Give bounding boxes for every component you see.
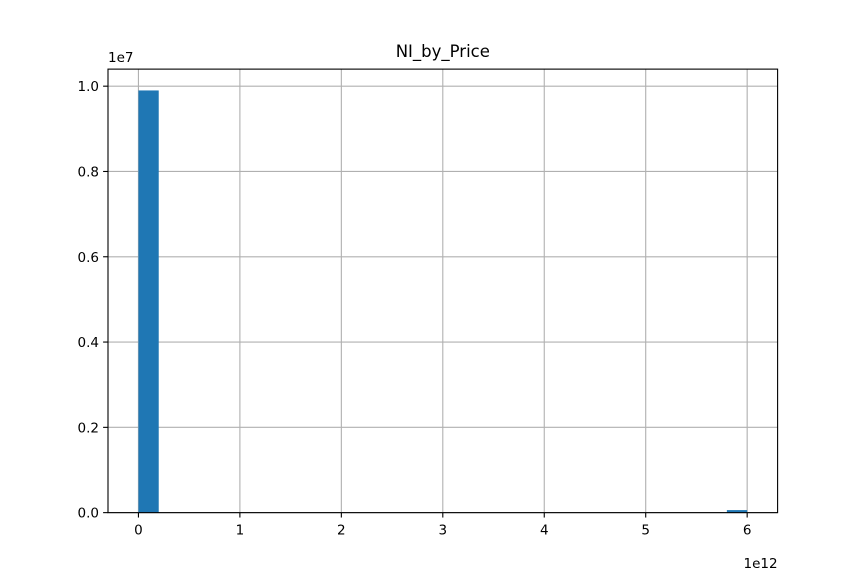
x-offset-label: 1e12 (744, 556, 778, 572)
histogram-bar (726, 510, 748, 513)
histogram-bar (138, 90, 159, 513)
x-tick-label: 4 (540, 523, 549, 539)
grid (108, 69, 778, 514)
ticks: 0 1 2 3 4 5 6 0.0 0.2 0.4 0.6 0.8 1.0 (78, 79, 752, 538)
y-offset-label: 1e7 (108, 50, 133, 66)
x-tick-label: 1 (236, 523, 245, 539)
chart-title: NI_by_Price (396, 42, 490, 62)
y-tick-label: 1.0 (78, 79, 99, 95)
y-tick-label: 0.8 (78, 164, 99, 180)
x-tick-label: 2 (337, 523, 346, 539)
x-tick-label: 6 (743, 523, 752, 539)
x-tick-label: 3 (439, 523, 448, 539)
x-tick-label: 0 (134, 523, 143, 539)
y-tick-label: 0.4 (78, 335, 99, 351)
bars (138, 90, 748, 513)
y-tick-label: 0.2 (78, 420, 99, 436)
y-tick-label: 0.6 (78, 250, 99, 266)
y-tick-label: 0.0 (78, 506, 99, 522)
x-tick-label: 5 (641, 523, 650, 539)
